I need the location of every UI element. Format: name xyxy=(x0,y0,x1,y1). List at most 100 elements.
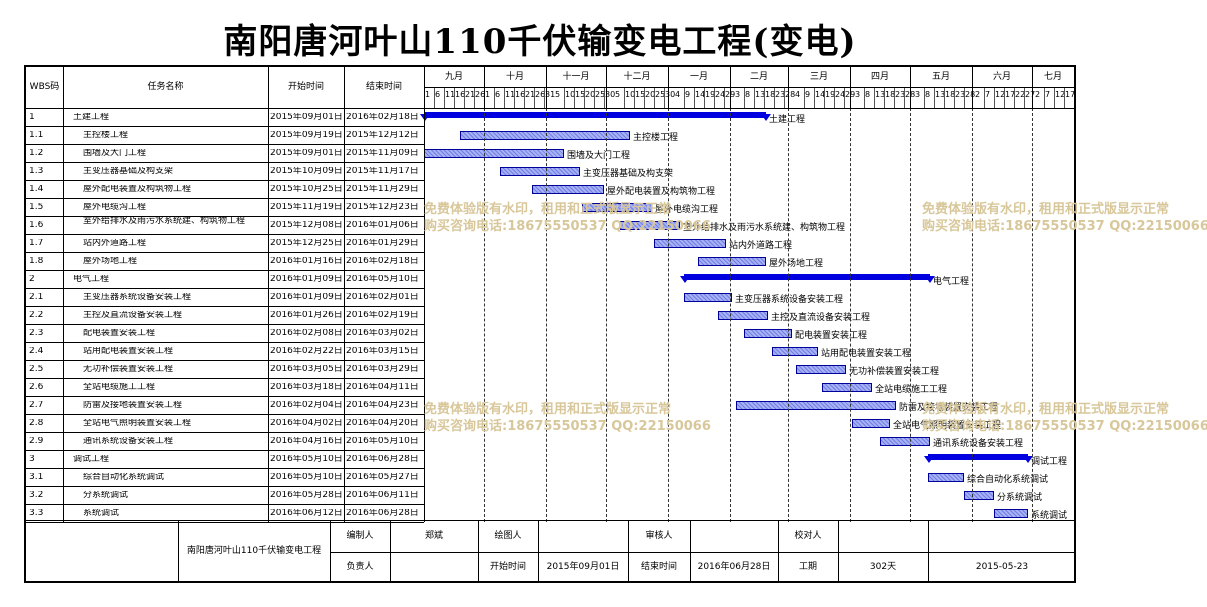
bar-label: 无功补偿装置安装工程 xyxy=(849,367,940,377)
month-label: 七月 xyxy=(1043,71,1062,82)
summary-bar-start-cap xyxy=(420,114,430,121)
day-tick xyxy=(844,88,845,108)
footer-divider xyxy=(778,520,779,583)
bar-label: 主变压器系统设备安装工程 xyxy=(735,295,844,305)
task-name: 系统调试 xyxy=(83,509,120,518)
row-divider xyxy=(26,414,424,415)
task-wbs: 1.2 xyxy=(29,149,44,158)
task-name: 屋外配电装置及构筑物工程 xyxy=(83,185,192,194)
footer-start-label: 开始时间 xyxy=(489,562,526,572)
row-divider xyxy=(26,126,424,127)
month-gridline xyxy=(668,108,669,522)
day-tick-label: 21 xyxy=(525,91,536,99)
task-wbs: 2.2 xyxy=(29,311,44,320)
task-bar[interactable] xyxy=(852,419,890,428)
task-bar[interactable] xyxy=(718,311,768,320)
day-tick-label: 2 xyxy=(975,91,981,99)
task-end: 2016年04月23日 xyxy=(346,401,419,410)
summary-bar[interactable] xyxy=(928,454,1028,460)
day-tick xyxy=(814,88,815,108)
task-bar[interactable] xyxy=(772,347,818,356)
column-header-wbs: WBS码 xyxy=(29,82,60,92)
watermark-3: 免费体验版有水印，租用和正式版显示正常 购买咨询电话:18675550537 QQ… xyxy=(424,402,711,434)
task-bar[interactable] xyxy=(964,491,994,500)
footer-divider xyxy=(478,520,479,583)
summary-bar[interactable] xyxy=(424,112,766,118)
task-bar[interactable] xyxy=(822,383,872,392)
month-gridline xyxy=(1032,108,1033,522)
task-start: 2016年01月26日 xyxy=(270,311,343,320)
summary-bar[interactable] xyxy=(684,274,930,280)
row-divider xyxy=(26,270,424,271)
row-divider xyxy=(26,324,424,325)
task-start: 2016年03月18日 xyxy=(270,383,343,392)
day-tick xyxy=(924,88,925,108)
month-label: 三月 xyxy=(809,71,828,82)
task-bar[interactable] xyxy=(994,509,1028,518)
day-tick xyxy=(894,88,895,108)
day-tick xyxy=(654,88,655,108)
task-bar[interactable] xyxy=(620,221,680,230)
task-wbs: 1.5 xyxy=(29,203,44,212)
footer-divider xyxy=(330,520,331,583)
day-tick xyxy=(884,88,885,108)
day-tick xyxy=(864,88,865,108)
task-start: 2016年05月28日 xyxy=(270,491,343,500)
row-divider xyxy=(26,144,424,145)
footer-top-border xyxy=(26,520,1074,521)
task-bar[interactable] xyxy=(582,203,652,212)
task-name: 电气工程 xyxy=(73,275,110,284)
task-start: 2016年02月04日 xyxy=(270,401,343,410)
day-tick-label: 4 xyxy=(675,91,681,99)
task-bar[interactable] xyxy=(684,293,732,302)
bar-label: 主变压器基础及构支架 xyxy=(583,169,674,179)
gantt-chart: WBS码 任务名称 开始时间 结束时间 九月 1 6 11 16 21 26 十月 1 6 11 16… xyxy=(24,65,1076,583)
bar-label: 通讯系统设备安装工程 xyxy=(933,439,1024,449)
day-tick-label: 19 xyxy=(825,91,836,99)
task-wbs: 1.8 xyxy=(29,257,44,266)
task-bar[interactable] xyxy=(424,149,564,158)
task-bar[interactable] xyxy=(654,239,726,248)
day-tick-label: 20 xyxy=(645,91,656,99)
bar-label: 土建工程 xyxy=(769,115,806,125)
task-bar[interactable] xyxy=(500,167,580,176)
row-divider xyxy=(26,468,424,469)
column-header-task-name: 任务名称 xyxy=(147,82,184,92)
task-start: 2015年09月19日 xyxy=(270,131,343,140)
bar-label: 分系统调试 xyxy=(997,493,1043,503)
task-bar[interactable] xyxy=(532,185,604,194)
summary-bar-start-cap xyxy=(924,456,934,463)
task-start: 2015年10月25日 xyxy=(270,185,343,194)
day-tick xyxy=(1014,88,1015,108)
task-bar[interactable] xyxy=(736,401,896,410)
task-start: 2016年04月02日 xyxy=(270,419,343,428)
task-start: 2016年05月10日 xyxy=(270,473,343,482)
task-bar[interactable] xyxy=(698,257,766,266)
task-bar[interactable] xyxy=(744,329,792,338)
footer-divider xyxy=(690,520,691,583)
day-tick xyxy=(784,88,785,108)
watermark-2: 免费体验版有水印，租用和正式版显示正常 购买咨询电话:18675550537 QQ… xyxy=(922,202,1207,234)
day-tick-label: 27 xyxy=(1025,91,1036,99)
day-tick-label: 10 xyxy=(565,91,576,99)
day-tick-label: 23 xyxy=(895,91,906,99)
footer-divider xyxy=(838,520,839,583)
day-tick-label: 30 xyxy=(665,91,676,99)
row-divider xyxy=(26,504,424,505)
day-tick xyxy=(994,88,995,108)
task-name: 主变压器基础及构支架 xyxy=(83,167,174,176)
day-tick xyxy=(824,88,825,108)
day-tick-label: 21 xyxy=(465,91,476,99)
task-bar[interactable] xyxy=(928,473,964,482)
task-name: 站用配电装置安装工程 xyxy=(83,347,174,356)
header-divider xyxy=(26,108,1074,109)
task-bar[interactable] xyxy=(460,131,630,140)
task-bar[interactable] xyxy=(796,365,846,374)
day-tick-label: 31 xyxy=(545,91,556,99)
footer-divider xyxy=(390,520,391,583)
day-tick xyxy=(694,88,695,108)
day-tick xyxy=(514,88,515,108)
summary-bar-end-cap xyxy=(925,276,935,283)
task-bar[interactable] xyxy=(880,437,930,446)
footer-end: 2016年06月28日 xyxy=(697,562,771,572)
